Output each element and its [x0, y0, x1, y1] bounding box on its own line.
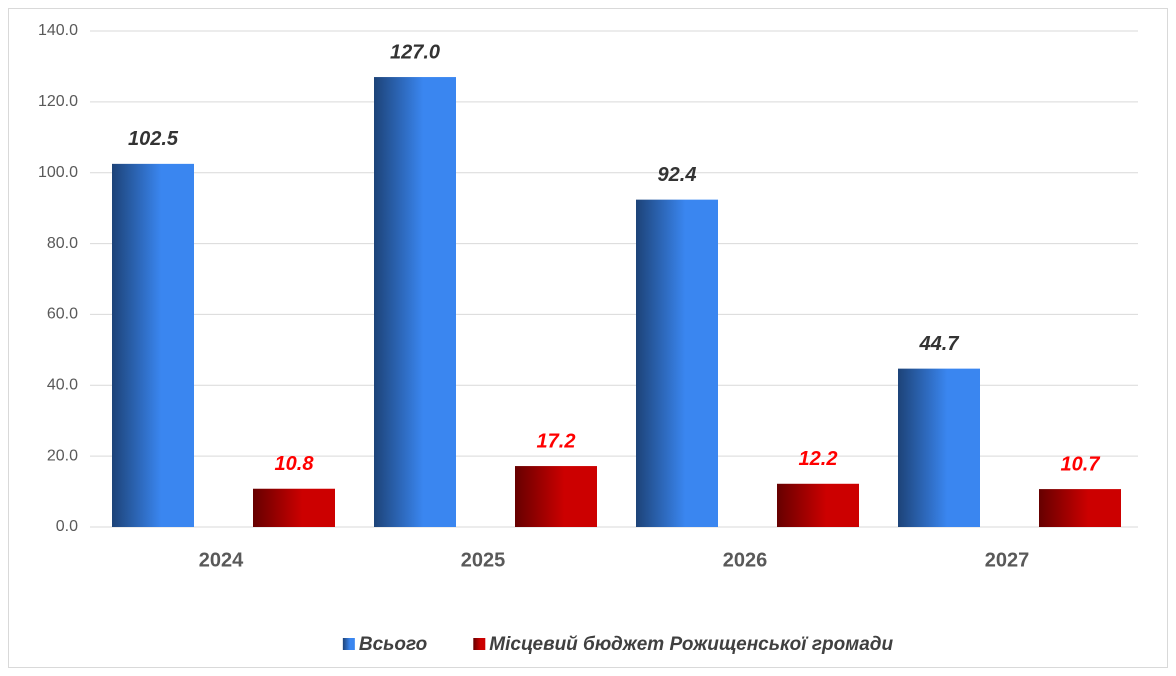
bar: [777, 483, 859, 527]
data-label: 102.5: [128, 128, 179, 150]
legend: Всього Місцевий бюджет Рожищенської грома…: [342, 634, 894, 655]
y-tick-label: 40.0: [47, 377, 78, 394]
data-label: 12.2: [799, 448, 838, 470]
y-tick-label: 100.0: [38, 164, 78, 181]
data-label: 44.7: [919, 333, 960, 355]
data-label: 127.0: [390, 41, 440, 63]
data-label: 10.7: [1061, 453, 1101, 475]
x-tick-label: 2025: [461, 549, 506, 571]
chart-frame: [8, 8, 1168, 668]
legend-swatch: [342, 638, 355, 650]
y-tick-label: 120.0: [38, 93, 78, 110]
y-tick-label: 20.0: [47, 447, 78, 464]
y-tick-label: 80.0: [47, 235, 78, 252]
x-tick-label: 2027: [985, 549, 1030, 571]
bar: [898, 368, 980, 527]
x-tick-label: 2026: [723, 549, 768, 571]
legend-label: Місцевий бюджет Рожищенської громади: [489, 634, 893, 655]
legend-label: Всього: [359, 634, 427, 655]
y-tick-label: 0.0: [56, 518, 78, 535]
bar: [112, 163, 194, 527]
bar: [1039, 489, 1121, 527]
bar: [636, 199, 718, 527]
data-label: 10.8: [275, 453, 315, 475]
data-label: 17.2: [537, 430, 576, 452]
bar: [253, 488, 335, 527]
y-tick-label: 60.0: [47, 306, 78, 323]
legend-swatch: [473, 638, 486, 650]
bar: [515, 466, 597, 527]
bar: [374, 77, 456, 528]
x-tick-label: 2024: [199, 549, 244, 571]
y-tick-label: 140.0: [38, 22, 78, 39]
data-label: 92.4: [658, 164, 697, 186]
